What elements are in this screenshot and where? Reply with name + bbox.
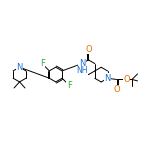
Text: N: N (16, 63, 23, 72)
Text: N: N (79, 59, 85, 68)
Text: F: F (67, 81, 72, 90)
Text: O: O (85, 45, 92, 54)
Text: O: O (113, 85, 120, 94)
Text: F: F (40, 59, 45, 68)
Text: N: N (104, 74, 111, 83)
Text: O: O (123, 75, 130, 84)
Text: NH: NH (76, 66, 88, 75)
